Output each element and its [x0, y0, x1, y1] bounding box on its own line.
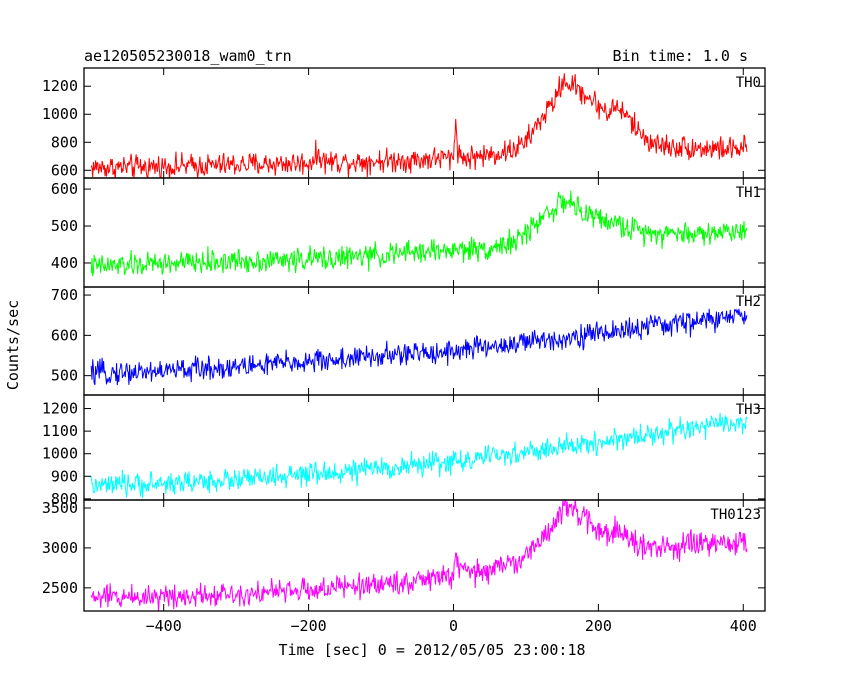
panel-th3: 800 900 1000 1100 1200 TH3 — [42, 394, 766, 508]
y-tick-label: 1200 — [42, 77, 78, 95]
series-th0123 — [90, 500, 748, 611]
y-tick-label: 500 — [51, 367, 78, 385]
x-axis-label: Time [sec] 0 = 2012/05/05 23:00:18 — [278, 641, 585, 659]
panel-th1: 400 500 600 TH1 — [51, 177, 766, 288]
panel-frame — [83, 177, 766, 288]
y-tick-label: 600 — [51, 180, 78, 198]
panel-th0123: 2500 3000 3500 TH0123 — [42, 499, 766, 612]
panel-label: TH1 — [736, 185, 761, 201]
x-tick-label: 0 — [449, 617, 458, 635]
series-th2 — [90, 308, 748, 386]
bin-time-label: Bin time: 1.0 s — [613, 47, 748, 65]
y-tick-label: 1200 — [42, 400, 78, 418]
series-th3 — [90, 412, 748, 499]
y-tick-label: 2500 — [42, 579, 78, 597]
panel-th2: 500 600 700 TH2 — [51, 286, 766, 396]
y-tick-label: 600 — [51, 326, 78, 344]
panel-label: TH3 — [736, 402, 761, 418]
panel-frame — [83, 394, 766, 501]
panel-label: TH0123 — [710, 507, 761, 523]
x-tick-label: −400 — [146, 617, 182, 635]
y-tick-label: 3000 — [42, 539, 78, 557]
chart-title: ae120505230018_wam0_trn — [84, 47, 292, 65]
series-th1 — [90, 190, 748, 277]
y-tick-label: 800 — [51, 133, 78, 151]
panel-label: TH0 — [736, 75, 761, 91]
y-tick-label: 3500 — [42, 499, 78, 517]
x-tick-label: 200 — [585, 617, 612, 635]
panel-th0: 600 800 1000 1200 TH0 — [42, 67, 766, 179]
y-tick-label: 1000 — [42, 105, 78, 123]
y-tick-label: 1000 — [42, 445, 78, 463]
panel-frame — [83, 499, 766, 612]
x-axis: −400 −200 0 200 400 — [146, 617, 757, 635]
y-tick-label: 1100 — [42, 422, 78, 440]
y-tick-label: 900 — [51, 467, 78, 485]
y-tick-label: 400 — [51, 254, 78, 272]
x-tick-label: −200 — [291, 617, 327, 635]
y-tick-label: 500 — [51, 217, 78, 235]
series-th0 — [90, 73, 748, 178]
x-tick-label: 400 — [730, 617, 757, 635]
y-axis-label: Counts/sec — [4, 300, 22, 390]
panel-stack: 600 800 1000 1200 TH0 400 500 600 TH1 500 600 700 TH… — [42, 67, 766, 612]
y-tick-label: 700 — [51, 286, 78, 304]
panel-label: TH2 — [736, 294, 761, 310]
y-tick-label: 600 — [51, 161, 78, 179]
y-tick-label: 800 — [51, 490, 78, 508]
panel-frame — [83, 286, 766, 396]
